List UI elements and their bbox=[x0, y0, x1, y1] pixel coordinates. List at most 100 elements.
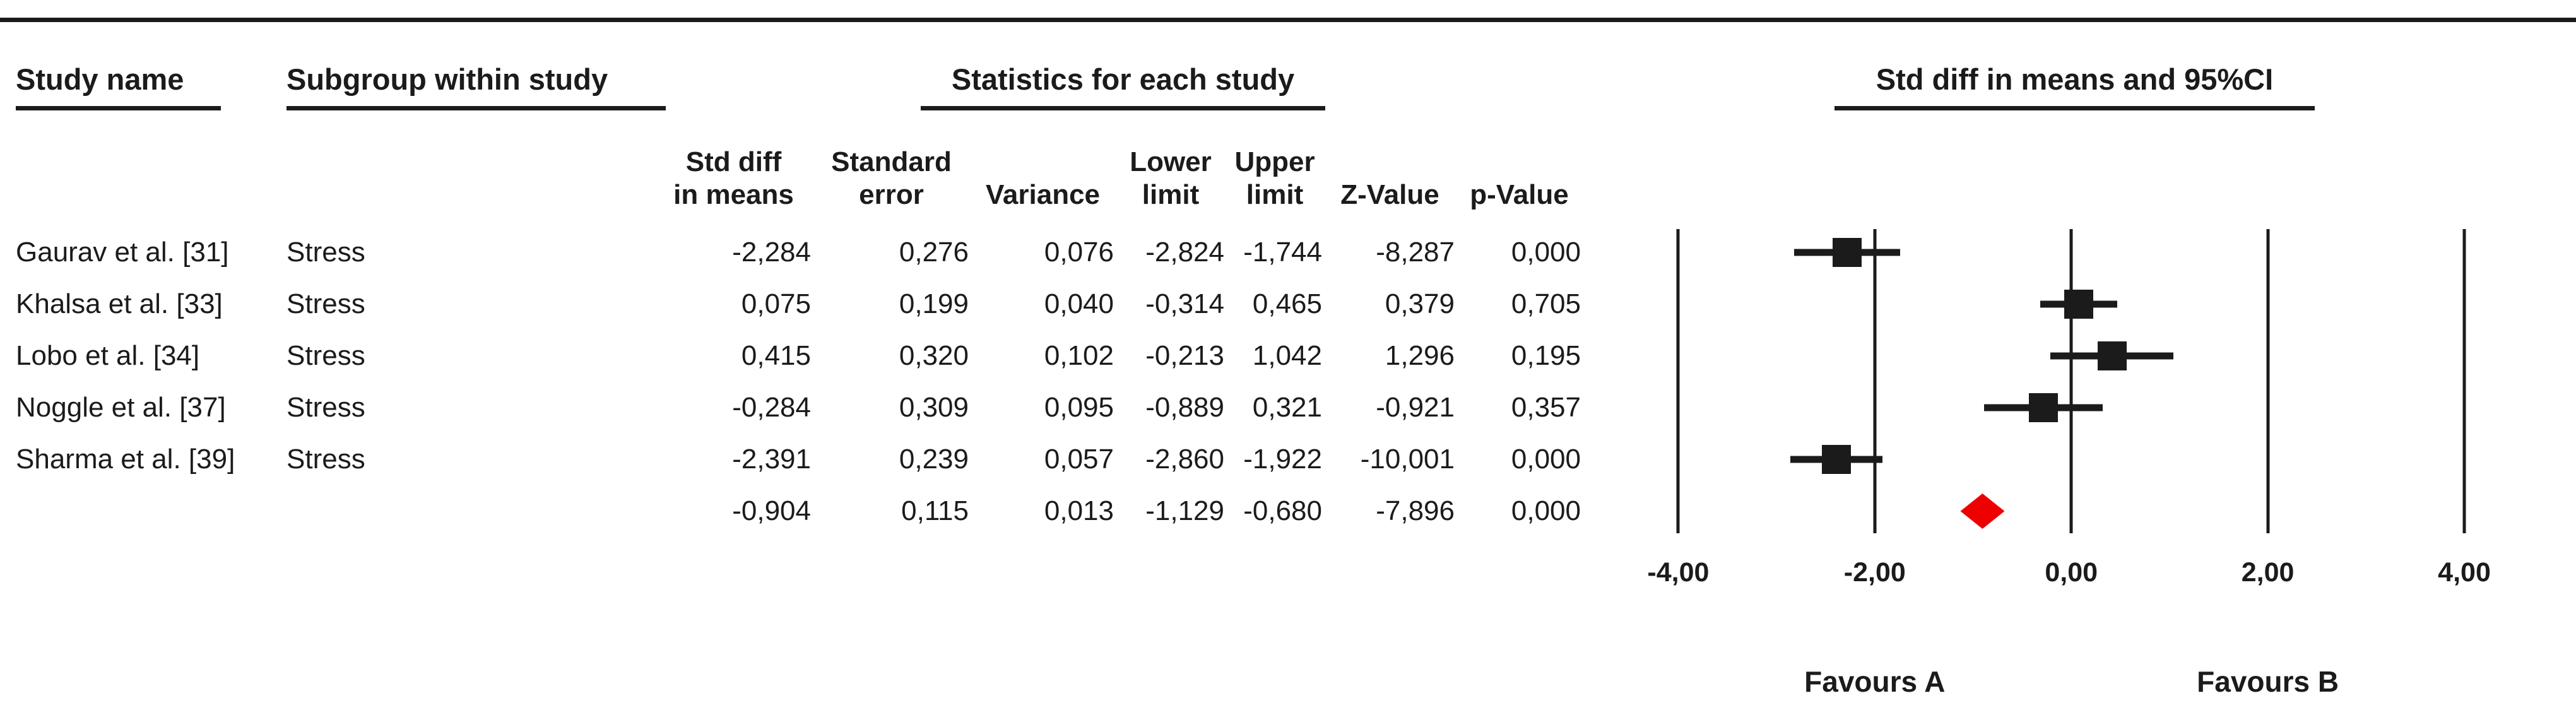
stat-value-cell: -10,001 bbox=[1360, 444, 1455, 475]
column-header-upper-limit: Upper limit bbox=[1227, 129, 1322, 211]
stat-value-cell: -2,824 bbox=[1145, 237, 1224, 268]
column-header-line2: in means bbox=[673, 179, 794, 210]
stat-value-cell: -0,904 bbox=[732, 495, 811, 526]
stat-value-cell: 0,102 bbox=[1044, 340, 1114, 371]
column-header-lower-limit: Lower limit bbox=[1117, 129, 1224, 211]
favours-a-label: Favours A bbox=[1804, 665, 1946, 698]
x-tick-label: -4,00 bbox=[1647, 557, 1710, 588]
gridline-2 bbox=[2266, 229, 2270, 533]
study-name-cell: Gaurav et al. [31] bbox=[16, 237, 229, 268]
stat-value-cell: -1,129 bbox=[1145, 495, 1224, 526]
column-header-line1: Std diff bbox=[685, 146, 782, 177]
column-header-line2: limit bbox=[1142, 179, 1200, 210]
point-estimate-square bbox=[1821, 445, 1851, 474]
stat-value-cell: 0,239 bbox=[899, 444, 969, 475]
stat-value-cell: 0,075 bbox=[741, 288, 811, 319]
favours-b-label: Favours B bbox=[2197, 665, 2339, 698]
stat-value-cell: 0,000 bbox=[1511, 237, 1581, 268]
column-header-line2: error bbox=[859, 179, 924, 210]
study-name-cell: Sharma et al. [39] bbox=[16, 444, 235, 475]
stat-value-cell: 0,357 bbox=[1511, 392, 1581, 423]
stat-value-cell: -2,391 bbox=[732, 444, 811, 475]
x-tick-label: -2,00 bbox=[1843, 557, 1906, 588]
table-row-overall: -0,904 0,115 0,013 -1,129 -0,680 -7,896 0,000 bbox=[0, 494, 1616, 529]
table-row: Khalsa et al. [33] Stress 0,075 0,199 0,040-… bbox=[0, 287, 1616, 322]
stat-value-cell: 0,199 bbox=[899, 288, 969, 319]
stat-value-cell: -7,896 bbox=[1376, 495, 1455, 526]
column-header-line2: p-Value bbox=[1470, 179, 1569, 210]
stat-value-cell: 1,042 bbox=[1252, 340, 1322, 371]
stat-value-cell: -0,921 bbox=[1376, 392, 1455, 423]
stat-value-cell: 0,000 bbox=[1511, 495, 1581, 526]
x-tick-label: 0,00 bbox=[2045, 557, 2098, 588]
table-row: Lobo et al. [34] Stress 0,415 0,320 0,102 -0,… bbox=[0, 338, 1616, 374]
column-header-line1: Standard bbox=[831, 146, 952, 177]
study-name-cell: Khalsa et al. [33] bbox=[16, 288, 223, 319]
stat-value-cell: 0,115 bbox=[901, 495, 969, 526]
table-row: Noggle et al. [37] Stress -0,284 0,309 0,095… bbox=[0, 390, 1616, 425]
stat-value-cell: -2,284 bbox=[732, 237, 811, 268]
stat-value-cell: 0,465 bbox=[1252, 288, 1322, 319]
column-header-z-value: Z-Value bbox=[1325, 129, 1455, 211]
stat-value-cell: 0,000 bbox=[1511, 444, 1581, 475]
column-header-line2: Variance bbox=[985, 179, 1101, 210]
stat-value-cell: -8,287 bbox=[1376, 237, 1455, 268]
study-name-cell: Noggle et al. [37] bbox=[16, 392, 226, 423]
stat-value-cell: 0,040 bbox=[1044, 288, 1114, 319]
column-group-subgroup: Subgroup within study bbox=[287, 61, 666, 110]
column-header-line2: Z-Value bbox=[1340, 179, 1439, 210]
table-row: Sharma et al. [39] Stress -2,391 0,239 0,057… bbox=[0, 442, 1616, 477]
forest-plot-panel bbox=[1628, 229, 2524, 533]
stat-value-cell: 0,705 bbox=[1511, 288, 1581, 319]
subgroup-cell: Stress bbox=[287, 340, 365, 371]
study-name-cell: Lobo et al. [34] bbox=[16, 340, 200, 371]
column-header-line1: Upper bbox=[1234, 146, 1315, 177]
table-row: Gaurav et al. [31] Stress -2,284 0,276 0,076… bbox=[0, 235, 1616, 270]
column-header-line2: limit bbox=[1246, 179, 1304, 210]
stat-value-cell: 1,296 bbox=[1385, 340, 1455, 371]
column-group-study-name: Study name bbox=[16, 61, 221, 110]
stat-value-cell: -1,744 bbox=[1243, 237, 1322, 268]
column-group-ci: Std diff in means and 95%CI bbox=[1835, 61, 2315, 110]
stat-value-cell: 0,195 bbox=[1511, 340, 1581, 371]
stat-value-cell: -0,314 bbox=[1145, 288, 1224, 319]
column-header-p-value: p-Value bbox=[1458, 129, 1581, 211]
subgroup-cell: Stress bbox=[287, 392, 365, 423]
stat-value-cell: 0,309 bbox=[899, 392, 969, 423]
column-header-line1: Lower bbox=[1130, 146, 1212, 177]
subgroup-cell: Stress bbox=[287, 237, 365, 268]
point-estimate-square bbox=[2064, 290, 2093, 319]
top-divider bbox=[0, 18, 2576, 22]
point-estimate-square bbox=[2028, 393, 2058, 422]
overall-diamond bbox=[1960, 494, 2005, 529]
stat-value-cell: 0,321 bbox=[1252, 392, 1322, 423]
x-tick-label: 4,00 bbox=[2438, 557, 2491, 588]
stat-value-cell: -2,860 bbox=[1145, 444, 1224, 475]
stat-value-cell: 0,076 bbox=[1044, 237, 1114, 268]
stat-value-cell: -0,213 bbox=[1145, 340, 1224, 371]
gridline--4 bbox=[1676, 229, 1680, 533]
gridline-0 bbox=[2069, 229, 2073, 533]
stat-value-cell: 0,013 bbox=[1044, 495, 1114, 526]
gridline--2 bbox=[1873, 229, 1877, 533]
subgroup-cell: Stress bbox=[287, 288, 365, 319]
stat-value-cell: 0,095 bbox=[1044, 392, 1114, 423]
stat-value-cell: -0,284 bbox=[732, 392, 811, 423]
stat-value-cell: 0,320 bbox=[899, 340, 969, 371]
stat-value-cell: 0,415 bbox=[741, 340, 811, 371]
column-header-variance: Variance bbox=[972, 129, 1114, 211]
subgroup-cell bbox=[287, 494, 564, 529]
stat-value-cell: 0,057 bbox=[1044, 444, 1114, 475]
gridline-4 bbox=[2462, 229, 2466, 533]
x-tick-label: 2,00 bbox=[2241, 557, 2295, 588]
stat-value-cell: 0,276 bbox=[899, 237, 969, 268]
study-name-cell bbox=[16, 494, 281, 529]
stat-value-cell: -0,889 bbox=[1145, 392, 1224, 423]
column-header-std-diff: Std diff in means bbox=[656, 129, 811, 211]
point-estimate-square bbox=[2097, 341, 2127, 370]
subgroup-cell: Stress bbox=[287, 444, 365, 475]
point-estimate-square bbox=[1832, 238, 1862, 267]
stat-value-cell: 0,379 bbox=[1385, 288, 1455, 319]
stat-value-cell: -0,680 bbox=[1243, 495, 1322, 526]
